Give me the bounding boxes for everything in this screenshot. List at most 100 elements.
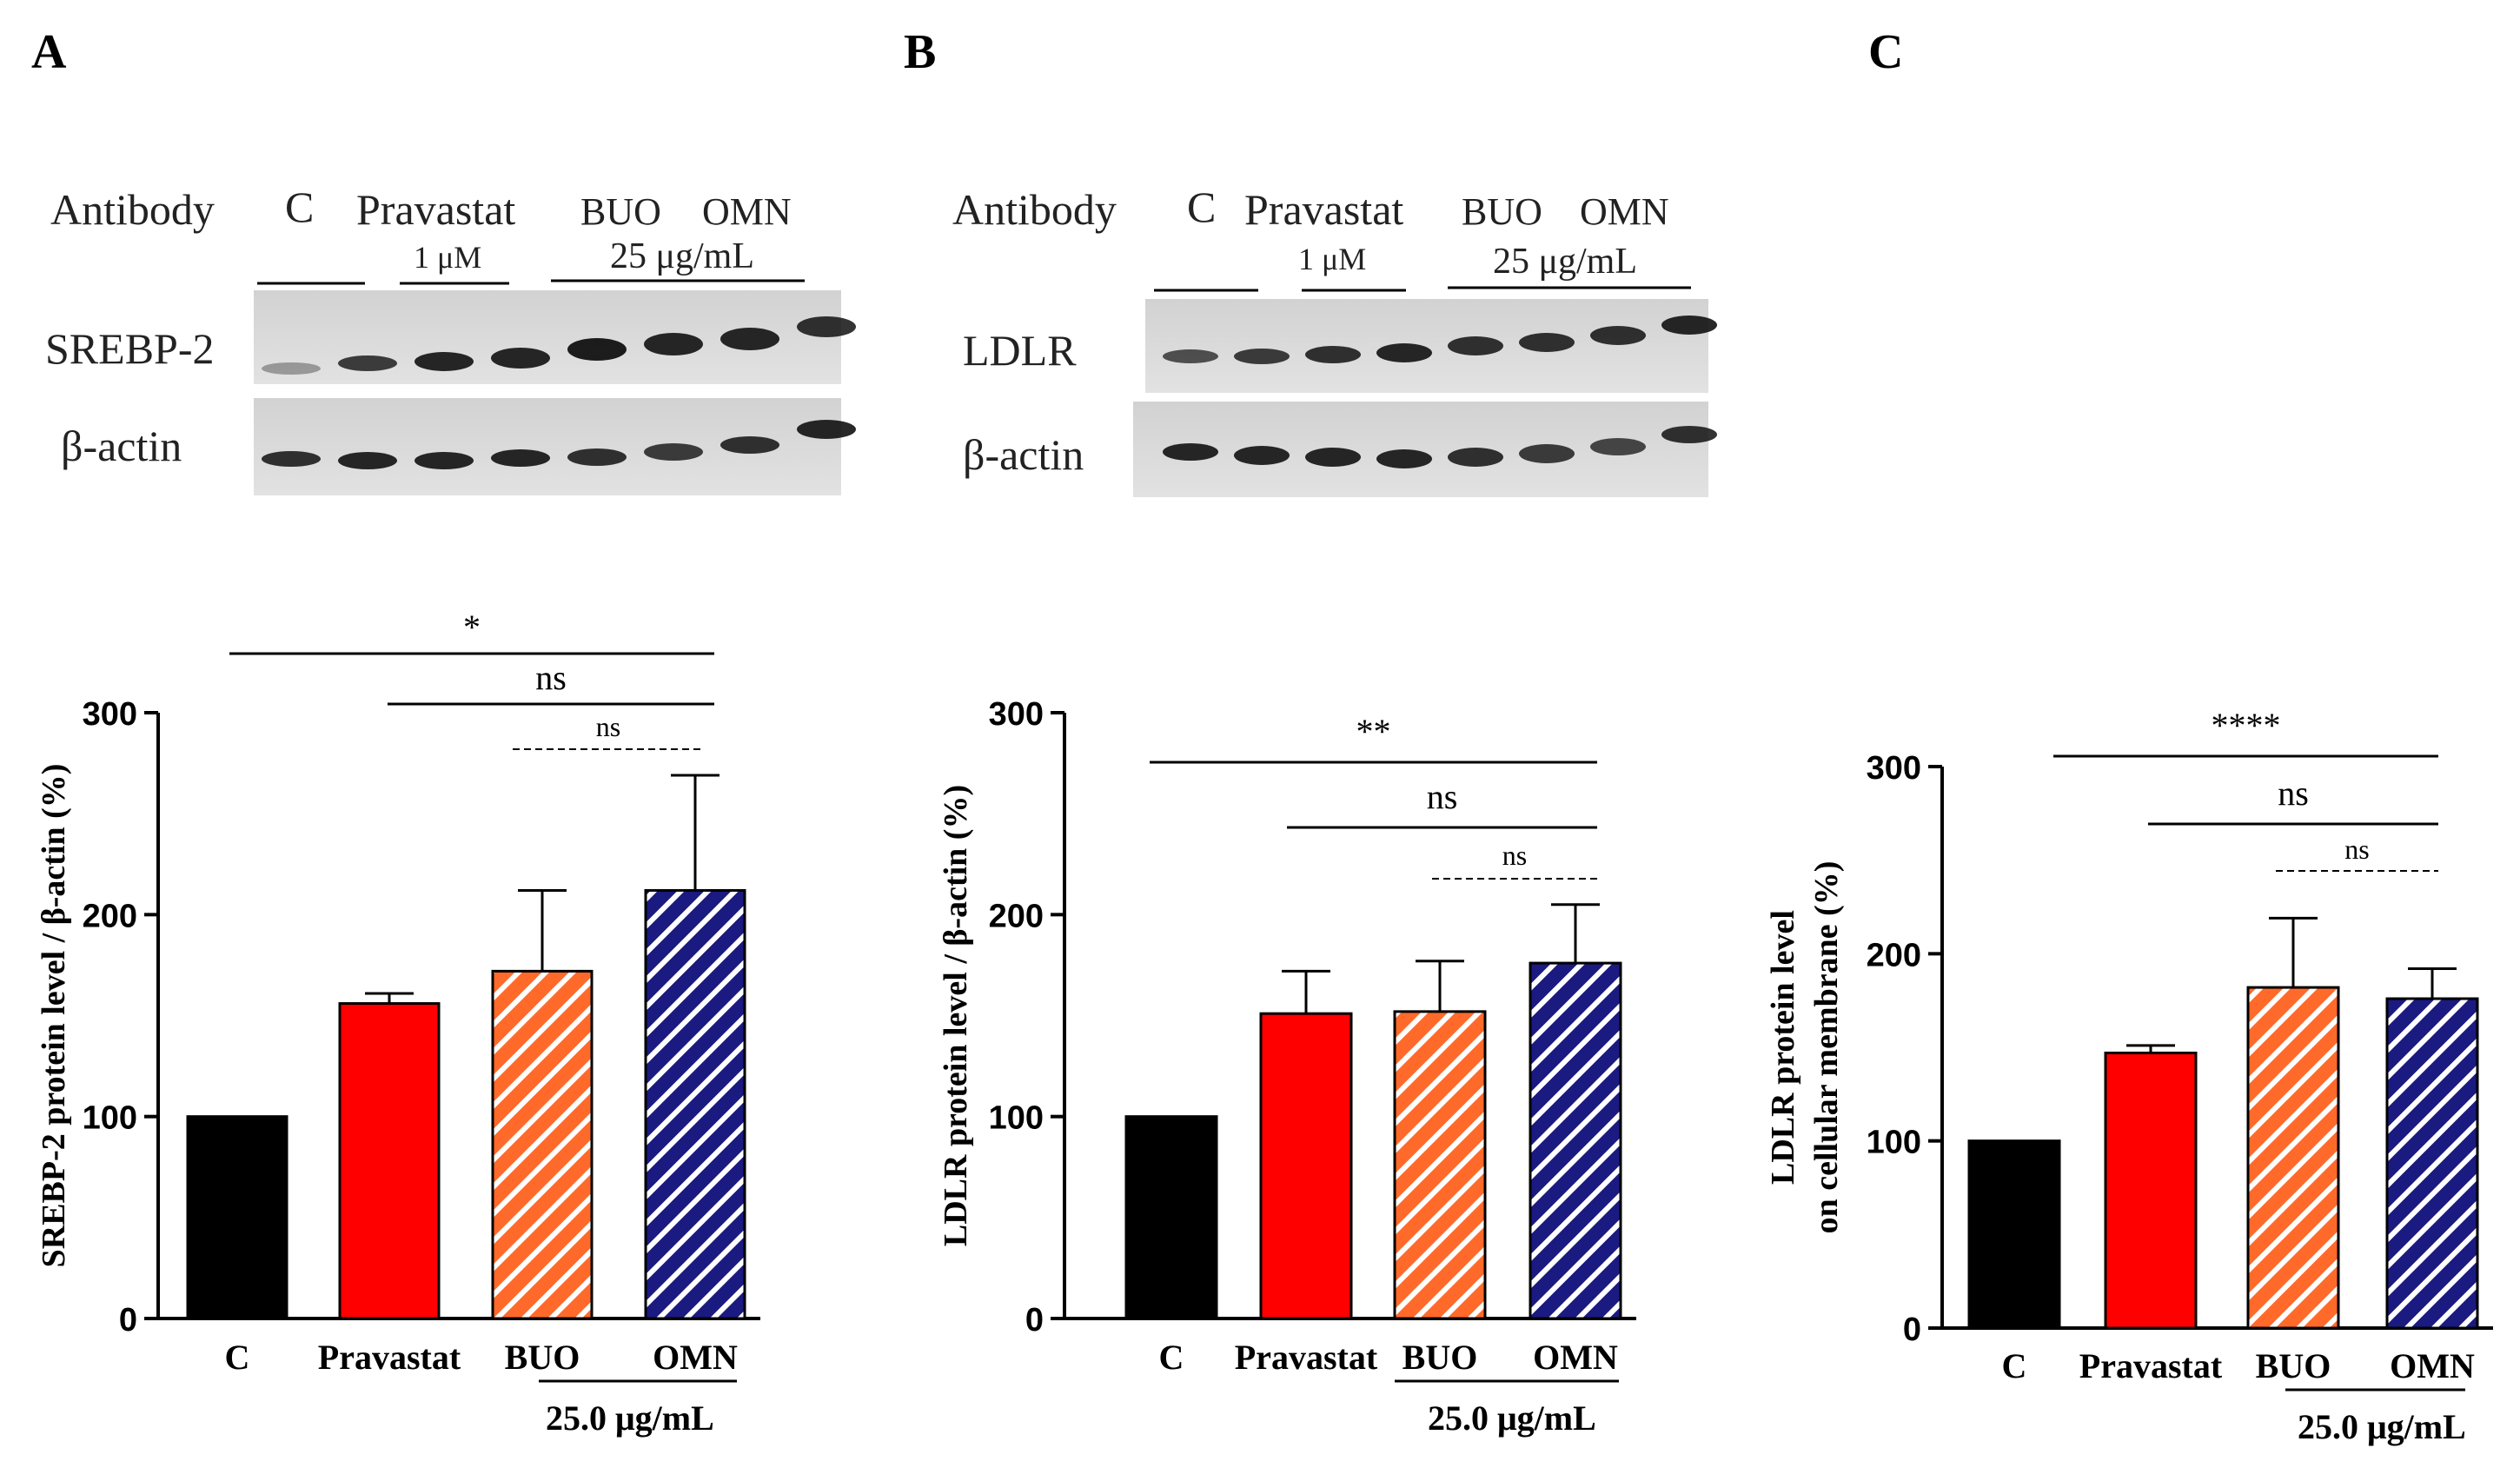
blot-band (567, 448, 627, 466)
x-category-label: BUO (1403, 1338, 1478, 1377)
blot-b-lane-c: C (1187, 183, 1216, 231)
y-tick-label: 200 (989, 898, 1044, 934)
blot-b-lane-buo: BUO (1462, 190, 1542, 233)
blot-band (1376, 449, 1432, 468)
bar-chart-1: 0 100 200 300 SREBP-2 protein level / β-acti… (36, 608, 760, 1438)
blot-band (1448, 448, 1503, 467)
panel-letter-b: B (904, 25, 936, 79)
y-tick-label: 0 (1025, 1302, 1044, 1338)
blot-band (797, 316, 856, 337)
blot-a-lane-pravastat: Pravastat (356, 185, 515, 234)
blot-b-lane-omn: OMN (1580, 190, 1669, 233)
blot-band (720, 436, 779, 454)
panel-letter-c: C (1868, 25, 1903, 79)
significance-label: * (463, 608, 481, 647)
y-tick-label: 0 (1903, 1312, 1921, 1348)
blot-band (262, 362, 321, 375)
bar-c (1967, 1139, 2061, 1330)
group-concentration-label: 25.0 μg/mL (2298, 1407, 2466, 1446)
blot-a-row-label-2: β-actin (61, 422, 182, 470)
x-category-label: BUO (505, 1338, 580, 1377)
blot-band (1163, 349, 1218, 363)
blot-band (491, 348, 550, 369)
significance-label: **** (2212, 706, 2281, 745)
blot-band (1305, 346, 1361, 363)
y-tick-label: 100 (1867, 1125, 1921, 1161)
blot-band (1519, 444, 1575, 463)
blot-band (1234, 349, 1290, 364)
blot-band (1519, 333, 1575, 352)
x-category-label: C (1159, 1338, 1184, 1377)
blot-band (1661, 426, 1717, 443)
blot-band (1590, 326, 1646, 345)
blot-b-lane-pravastat: Pravastat (1244, 185, 1403, 234)
y-axis-label: SREBP-2 protein level / β-actin (%) (36, 764, 72, 1268)
significance-label: ns (1502, 840, 1527, 871)
blot-band (567, 338, 627, 361)
bar-buo (1393, 1010, 1487, 1320)
y-axis-label: LDLR protein level / β-actin (%) (938, 785, 974, 1246)
blot-band (644, 333, 703, 355)
bar-omn (644, 888, 746, 1320)
x-category-label: OMN (653, 1338, 738, 1377)
bar-pravastat (2104, 1051, 2198, 1330)
significance-label: ns (535, 658, 567, 697)
blot-b-header: Antibody (952, 185, 1117, 234)
bar-buo (2246, 986, 2340, 1330)
blot-band (414, 452, 474, 469)
bar-omn (1529, 961, 1622, 1320)
y-tick-label: 300 (989, 696, 1044, 733)
x-category-label: Pravastat (318, 1338, 461, 1377)
y-axis-label: LDLR protein level (1765, 910, 1801, 1185)
bar-c (1124, 1115, 1218, 1320)
blot-band (1590, 438, 1646, 455)
y-tick-label: 100 (989, 1100, 1044, 1137)
bar-chart-2: 0 100 200 300 LDLR protein level / β-actin (… (938, 696, 1636, 1438)
bar-pravastat (1259, 1012, 1353, 1320)
blot-band (262, 451, 321, 467)
x-category-label: C (225, 1338, 250, 1377)
bar-c (186, 1115, 288, 1320)
blot-band (1305, 448, 1361, 467)
bar-chart-3: 0 100 200 300 LDLR protein level on cellular … (1765, 706, 2493, 1446)
significance-label: ns (596, 711, 620, 742)
significance-label: ns (1427, 777, 1458, 816)
x-category-label: BUO (2256, 1346, 2331, 1385)
x-category-label: OMN (2390, 1346, 2475, 1385)
y-tick-label: 200 (1867, 937, 1921, 973)
x-category-label: C (2002, 1346, 2027, 1385)
blot-a-extract-conc: 25 μg/mL (610, 236, 754, 276)
blot-a-row-label-1: SREBP-2 (45, 324, 215, 373)
group-concentration-label: 25.0 μg/mL (1428, 1398, 1596, 1438)
western-blot-a: Antibody C Pravastat BUO OMN 1 μM 25 μg/… (45, 183, 856, 495)
group-concentration-label: 25.0 μg/mL (546, 1398, 714, 1438)
blot-band (491, 449, 550, 467)
significance-label: ns (2278, 774, 2309, 813)
panel-letter-a: A (31, 25, 67, 79)
blot-band (1234, 446, 1290, 465)
blot-b-row-label-1: LDLR (963, 326, 1077, 375)
blot-a-lane-omn: OMN (702, 190, 792, 233)
blot-a-lane-buo: BUO (580, 190, 661, 233)
blot-b-row-label-2: β-actin (963, 430, 1084, 479)
x-category-label: OMN (1533, 1338, 1618, 1377)
blot-band (338, 452, 397, 469)
blot-b-pravastat-conc: 1 μM (1298, 242, 1366, 276)
x-category-label: Pravastat (2079, 1346, 2223, 1385)
blot-band (338, 355, 397, 371)
x-category-label: Pravastat (1235, 1338, 1378, 1377)
blot-band (644, 443, 703, 461)
significance-label: ns (2344, 834, 2369, 865)
bar-buo (491, 969, 594, 1320)
blot-b-membrane-1 (1145, 299, 1708, 393)
y-tick-label: 300 (83, 696, 137, 733)
blot-band (1163, 443, 1218, 461)
blot-band (1376, 343, 1432, 362)
blot-band (1661, 316, 1717, 335)
bar-omn (2385, 997, 2479, 1330)
bar-pravastat (338, 1002, 441, 1320)
y-tick-label: 100 (83, 1100, 137, 1137)
blot-a-header: Antibody (50, 185, 215, 234)
y-tick-label: 200 (83, 898, 137, 934)
